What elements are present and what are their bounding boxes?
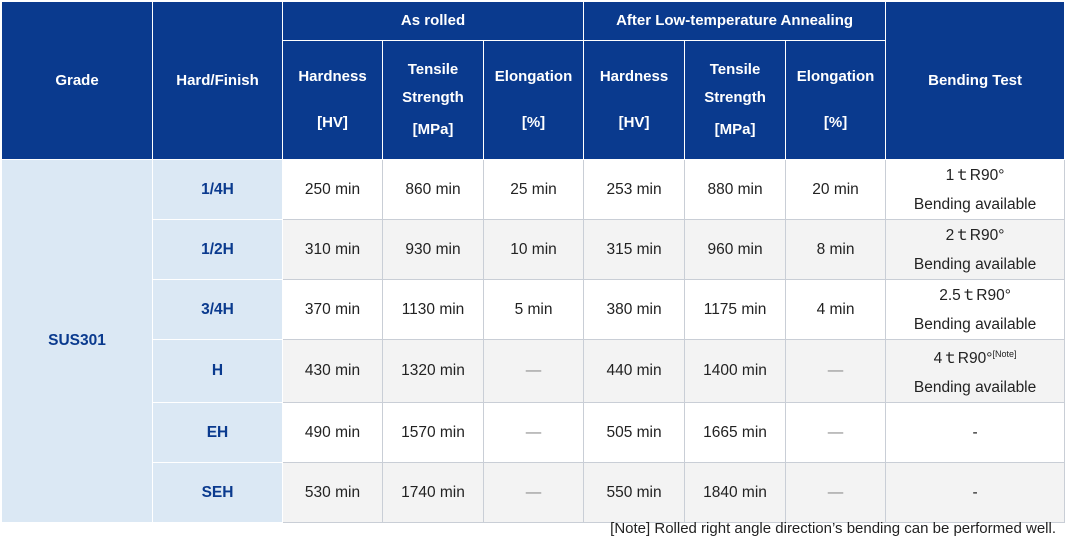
footnote: [Note] Rolled right angle direction’s be… [610, 520, 1056, 537]
spec-table: Grade Hard/Finish As rolled After Low-te… [1, 1, 1065, 523]
table-row: EH 490 min 1570 min — 505 min 1665 min —… [2, 402, 1065, 463]
grade-cell: SUS301 [1, 159, 153, 523]
annealed-tensile-cell: 1175 min [684, 279, 787, 340]
bending-cell: - [885, 402, 1065, 463]
annealed-hardness-cell: 440 min [583, 339, 686, 403]
annealed-hardness-cell: 315 min [583, 219, 686, 280]
annealed-elongation-cell: 8 min [785, 219, 887, 280]
bending-cell: - [885, 462, 1065, 523]
hard-finish-cell: EH [152, 402, 283, 463]
annealed-elongation-cell: — [785, 339, 887, 403]
hard-finish-cell: 1/2H [152, 219, 283, 280]
hard-finish-cell: H [152, 339, 283, 403]
header-hardness: Hardness [HV] [282, 40, 383, 160]
header-elongation: Elongation [%] [482, 40, 585, 160]
header-grade: Grade [1, 1, 153, 160]
hardness-cell: 430 min [282, 339, 383, 403]
elongation-cell: 25 min [482, 159, 585, 220]
annealed-elongation-cell: — [785, 402, 887, 463]
table-row: 3/4H 370 min 1130 min 5 min 380 min 1175… [2, 279, 1065, 340]
bending-cell: 2ｔR90° Bending available [885, 219, 1065, 280]
bending-cell: 1ｔR90° Bending available [885, 159, 1065, 220]
annealed-tensile-cell: 880 min [684, 159, 787, 220]
hard-finish-cell: SEH [152, 462, 283, 523]
elongation-cell: 5 min [482, 279, 585, 340]
hardness-cell: 490 min [282, 402, 383, 463]
elongation-cell: — [482, 339, 585, 403]
tensile-cell: 930 min [382, 219, 484, 280]
tensile-cell: 1740 min [382, 462, 484, 523]
elongation-cell: 10 min [482, 219, 585, 280]
header-after-annealing: After Low-temperature Annealing [583, 1, 887, 41]
tensile-cell: 860 min [382, 159, 484, 220]
note-marker: [Note] [992, 349, 1017, 359]
annealed-elongation-cell: 20 min [785, 159, 887, 220]
table-row: H 430 min 1320 min — 440 min 1400 min — … [2, 339, 1065, 403]
table-row: SUS301 1/4H 250 min 860 min 25 min 253 m… [1, 159, 1065, 523]
hardness-cell: 250 min [282, 159, 383, 220]
annealed-tensile-cell: 1840 min [684, 462, 787, 523]
header-bending-test: Bending Test [885, 1, 1065, 160]
table-row: 1/2H 310 min 930 min 10 min 315 min 960 … [2, 219, 1065, 280]
elongation-cell: — [482, 402, 585, 463]
annealed-hardness-cell: 550 min [583, 462, 686, 523]
annealed-tensile-cell: 1400 min [684, 339, 787, 403]
bending-cell: 4ｔR90°[Note] Bending available [885, 339, 1065, 403]
header-annealed-hardness: Hardness [HV] [583, 40, 686, 160]
tensile-cell: 1320 min [382, 339, 484, 403]
annealed-hardness-cell: 253 min [583, 159, 686, 220]
elongation-cell: — [482, 462, 585, 523]
bending-cell: 2.5ｔR90° Bending available [885, 279, 1065, 340]
header-annealed-tensile-strength: Tensile Strength [MPa] [684, 40, 787, 160]
hard-finish-cell: 1/4H [152, 159, 283, 220]
header-as-rolled: As rolled [281, 1, 585, 41]
annealed-hardness-cell: 505 min [583, 402, 686, 463]
annealed-tensile-cell: 1665 min [684, 402, 787, 463]
tensile-cell: 1570 min [382, 402, 484, 463]
hardness-cell: 530 min [282, 462, 383, 523]
table-row: SEH 530 min 1740 min — 550 min 1840 min … [2, 462, 1065, 523]
hardness-cell: 370 min [282, 279, 383, 340]
annealed-hardness-cell: 380 min [583, 279, 686, 340]
annealed-tensile-cell: 960 min [684, 219, 787, 280]
annealed-elongation-cell: — [785, 462, 887, 523]
hard-finish-cell: 3/4H [152, 279, 283, 340]
header-tensile-strength: Tensile Strength [MPa] [382, 40, 484, 160]
tensile-cell: 1130 min [382, 279, 484, 340]
header-annealed-elongation: Elongation [%] [785, 40, 887, 160]
header-hard-finish: Hard/Finish [152, 1, 283, 160]
hardness-cell: 310 min [282, 219, 383, 280]
annealed-elongation-cell: 4 min [785, 279, 887, 340]
